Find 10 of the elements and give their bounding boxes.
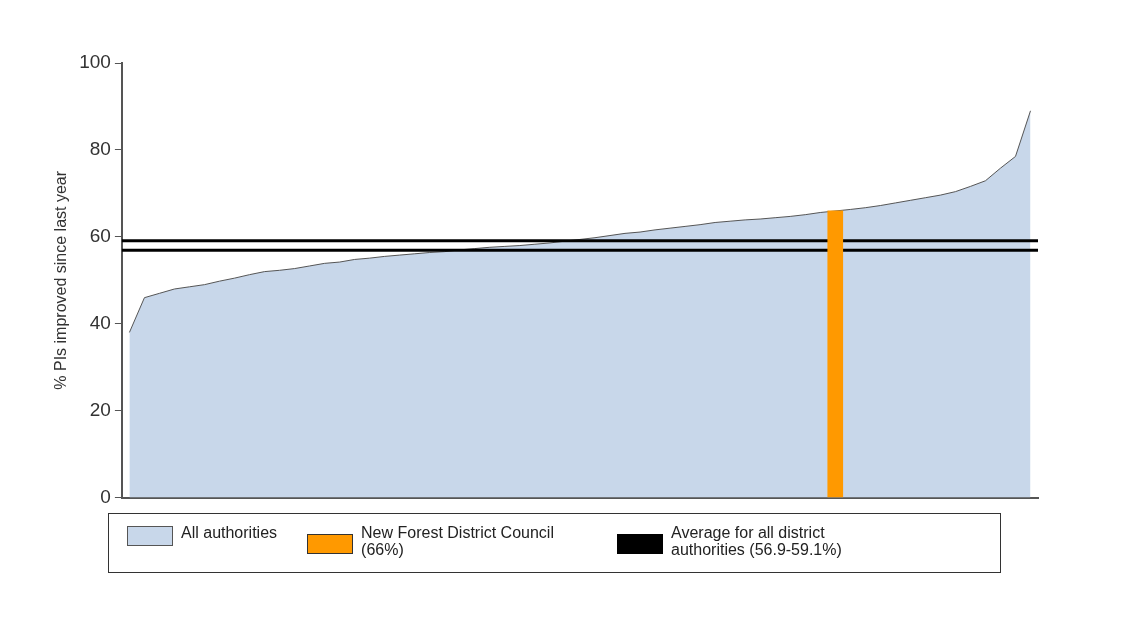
legend-label: New Forest District Council (66%) xyxy=(361,524,555,558)
legend-label: All authorities xyxy=(181,524,278,541)
y-tick-label: 100 xyxy=(79,51,111,73)
y-tick-label: 60 xyxy=(89,225,111,247)
y-tick-label: 80 xyxy=(89,138,111,160)
y-tick-label: 20 xyxy=(89,398,111,420)
y-tick-label: 0 xyxy=(100,485,111,507)
legend-label: Average for all district authorities (56.9-59.1%) xyxy=(671,524,843,558)
y-tick-label: 40 xyxy=(89,311,111,333)
y-axis-title: % PIs improved since last year xyxy=(52,170,70,390)
